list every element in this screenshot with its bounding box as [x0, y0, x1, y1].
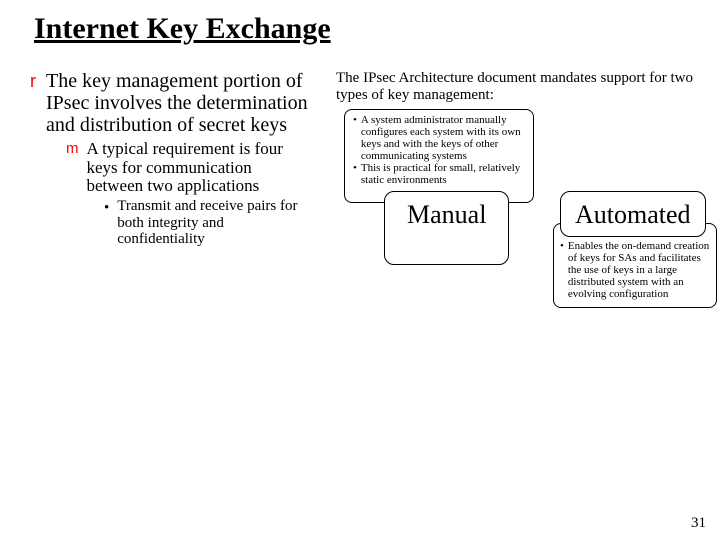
boxes-row: Manual • Enables the on-demand creation …: [328, 191, 700, 301]
manual-desc-item-2: • This is practical for small, relativel…: [353, 162, 525, 186]
manual-description-box: • A system administrator manually config…: [344, 109, 534, 204]
bullet-m-marker: m: [66, 141, 79, 158]
right-column: The IPsec Architecture document mandates…: [328, 70, 700, 301]
manual-desc-item-1: • A system administrator manually config…: [353, 114, 525, 162]
manual-box: Manual: [384, 191, 509, 265]
slide: Internet Key Exchange r The key manageme…: [0, 0, 720, 540]
automated-box: Automated: [560, 191, 706, 237]
main-bullet-text: The key management portion of IPsec invo…: [46, 70, 310, 136]
sub-bullet-text: A typical requirement is four keys for c…: [87, 140, 311, 196]
bullet-dot-icon: •: [353, 162, 357, 186]
manual-label: Manual: [407, 200, 486, 229]
bullet-r-marker: r: [30, 72, 36, 92]
bullet-dot-icon: •: [560, 240, 564, 300]
manual-desc-text-1: A system administrator manually configur…: [361, 114, 525, 162]
intro-text: The IPsec Architecture document mandates…: [328, 70, 700, 105]
main-bullet: r The key management portion of IPsec in…: [30, 70, 310, 136]
sub2-bullet: • Transmit and receive pairs for both in…: [104, 198, 310, 248]
auto-desc-item: • Enables the on-demand creation of keys…: [560, 240, 710, 300]
left-column: r The key management portion of IPsec in…: [30, 70, 310, 301]
automated-label: Automated: [575, 200, 691, 229]
sub-bullet: m A typical requirement is four keys for…: [66, 140, 310, 196]
sub2-bullet-text: Transmit and receive pairs for both inte…: [117, 198, 310, 248]
bullet-dot-icon: •: [353, 114, 357, 162]
manual-desc-text-2: This is practical for small, relatively …: [361, 162, 525, 186]
slide-title: Internet Key Exchange: [34, 12, 700, 46]
auto-desc-text: Enables the on-demand creation of keys f…: [568, 240, 710, 300]
content-area: r The key management portion of IPsec in…: [30, 70, 700, 301]
page-number: 31: [691, 515, 706, 532]
bullet-dot-marker: •: [104, 201, 109, 216]
